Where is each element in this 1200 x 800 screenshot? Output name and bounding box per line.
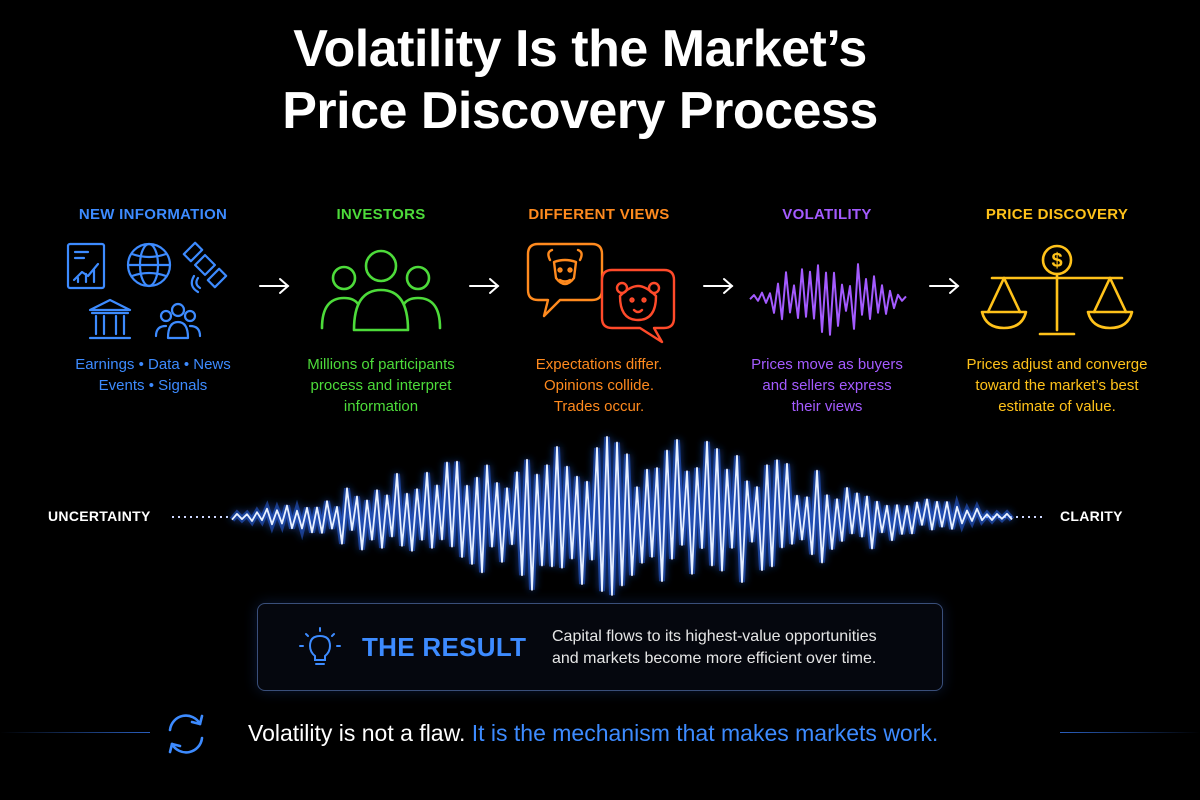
desc-line: Prices adjust and converge — [966, 356, 1148, 373]
wave-line — [231, 435, 1013, 596]
step-heading: INVESTORS — [336, 206, 426, 223]
people-group-icon — [320, 249, 442, 332]
result-text-line: Capital flows to its highest-value oppor… — [552, 628, 877, 645]
step-investors: INVESTORS Millions of participants proce… — [276, 200, 486, 415]
step-heading: NEW INFORMATION — [78, 206, 228, 223]
desc-line: toward the market’s best — [975, 377, 1139, 394]
step-description: Expectations differ. Opinions collide. T… — [494, 354, 704, 417]
footer-divider-right — [1060, 732, 1200, 733]
step-heading: DIFFERENT VIEWS — [528, 206, 670, 223]
desc-line: their views — [791, 398, 863, 415]
footer-divider-left — [0, 732, 150, 733]
desc-line: Events • Signals — [98, 377, 208, 394]
bull-bubble-icon — [526, 242, 604, 318]
bank-icon — [88, 298, 132, 340]
result-box: THE RESULT Capital flows to its highest-… — [257, 603, 943, 691]
desc-line: and sellers express — [762, 377, 892, 394]
step-description: Prices move as buyers and sellers expres… — [722, 354, 932, 417]
result-text: Capital flows to its highest-value oppor… — [552, 626, 932, 670]
step-price-discovery: PRICE DISCOVERY $ Prices adjust and conv… — [952, 200, 1162, 415]
step-volatility: VOLATILITY Prices move as buyers and sel… — [722, 200, 932, 415]
step-different-views: DIFFERENT VIEWS Expectations differ. Opi… — [494, 200, 704, 415]
footer-text-a: Volatility is not a flaw. — [248, 720, 466, 746]
cycle-arrows-icon — [168, 714, 204, 754]
globe-icon — [126, 242, 172, 288]
desc-line: estimate of value. — [998, 398, 1116, 415]
volatility-wave-icon — [749, 263, 907, 336]
desc-line: information — [343, 398, 419, 415]
result-title: THE RESULT — [362, 632, 527, 662]
uncertainty-label: UNCERTAINTY — [48, 508, 151, 524]
desc-line: process and interpret — [310, 377, 452, 394]
desc-line: Opinions collide. — [543, 377, 655, 394]
uncertainty-clarity-wave — [172, 435, 1046, 596]
step-heading: VOLATILITY — [782, 206, 872, 223]
desc-line: Expectations differ. — [535, 356, 663, 373]
bull-bear-speech-icon — [526, 242, 676, 344]
svg-text:$: $ — [1051, 250, 1062, 272]
result-text-line: and markets become more efficient over t… — [552, 650, 877, 667]
desc-line: Earnings • Data • News — [75, 356, 231, 373]
step-heading: PRICE DISCOVERY — [985, 206, 1129, 223]
users-icon — [154, 302, 202, 340]
step-description: Earnings • Data • News Events • Signals — [48, 354, 258, 396]
satellite-icon — [182, 241, 228, 294]
step-new-information: NEW INFORMATION — [48, 200, 258, 394]
information-sources-icon — [66, 241, 228, 340]
footer-text-b: It is the mechanism that makes markets w… — [471, 720, 939, 746]
arrow-right-icon — [929, 278, 960, 294]
arrow-right-icon — [469, 278, 500, 294]
bear-bubble-icon — [600, 268, 676, 344]
step-description: Millions of participants process and int… — [276, 354, 486, 417]
desc-line: Millions of participants — [307, 356, 455, 373]
footer-statement: Volatility is not a flaw. It is the mech… — [248, 718, 938, 748]
page-title: Volatility Is the Market’s Price Discove… — [0, 18, 1160, 142]
balance-scale-icon: $ — [980, 244, 1134, 336]
desc-line: Prices move as buyers — [751, 356, 903, 373]
title-line-1: Volatility Is the Market’s — [293, 20, 867, 78]
report-chart-icon — [66, 242, 106, 290]
arrow-right-icon — [703, 278, 734, 294]
arrow-right-icon — [259, 278, 290, 294]
title-line-2: Price Discovery Process — [282, 82, 878, 140]
lightbulb-icon — [299, 627, 341, 665]
step-description: Prices adjust and converge toward the ma… — [952, 354, 1162, 417]
desc-line: Trades occur. — [553, 398, 645, 415]
clarity-label: CLARITY — [1060, 508, 1123, 524]
